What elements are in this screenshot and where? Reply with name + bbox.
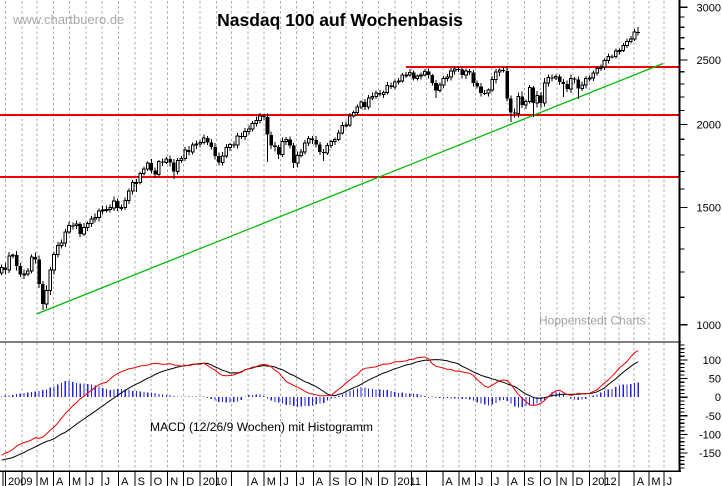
svg-text:2500: 2500 xyxy=(697,55,721,67)
svg-text:N: N xyxy=(365,476,373,486)
svg-text:O: O xyxy=(543,476,552,486)
svg-text:-100: -100 xyxy=(699,429,721,441)
svg-text:MACD (12/26/9 Wochen) mit Hist: MACD (12/26/9 Wochen) mit Histogramm xyxy=(150,420,373,434)
svg-text:M: M xyxy=(267,476,276,486)
svg-text:D: D xyxy=(381,476,389,486)
svg-text:Hoppenstedt Charts: Hoppenstedt Charts xyxy=(539,314,646,328)
svg-text:0: 0 xyxy=(715,392,721,404)
svg-text:3000: 3000 xyxy=(697,2,721,14)
svg-text:A: A xyxy=(637,476,645,486)
svg-text:1500: 1500 xyxy=(697,203,721,215)
svg-text:J: J xyxy=(105,476,111,486)
svg-text:M: M xyxy=(40,476,49,486)
svg-text:M: M xyxy=(461,476,470,486)
svg-text:A: A xyxy=(121,476,129,486)
svg-text:2009: 2009 xyxy=(8,476,32,486)
svg-text:O: O xyxy=(154,476,163,486)
svg-text:A: A xyxy=(56,476,64,486)
svg-text:50: 50 xyxy=(709,374,721,386)
svg-text:J: J xyxy=(89,476,95,486)
svg-text:A: A xyxy=(316,476,324,486)
svg-text:M: M xyxy=(72,476,81,486)
svg-text:A: A xyxy=(511,476,519,486)
svg-text:S: S xyxy=(332,476,339,486)
svg-text:J: J xyxy=(478,476,484,486)
svg-text:-150: -150 xyxy=(699,448,721,460)
svg-text:2012: 2012 xyxy=(592,476,616,486)
svg-text:A: A xyxy=(445,476,453,486)
svg-text:A: A xyxy=(251,476,259,486)
svg-text:1000: 1000 xyxy=(697,320,721,332)
svg-text:J: J xyxy=(667,476,673,486)
svg-text:N: N xyxy=(170,476,178,486)
svg-text:O: O xyxy=(348,476,357,486)
svg-text:S: S xyxy=(527,476,534,486)
svg-text:2000: 2000 xyxy=(697,120,721,132)
svg-text:100: 100 xyxy=(703,355,721,367)
svg-text:N: N xyxy=(560,476,568,486)
svg-text:J: J xyxy=(299,476,305,486)
svg-text:J: J xyxy=(283,476,289,486)
svg-text:D: D xyxy=(186,476,194,486)
svg-text:D: D xyxy=(576,476,584,486)
svg-text:J: J xyxy=(494,476,500,486)
svg-text:M: M xyxy=(651,476,660,486)
svg-text:-50: -50 xyxy=(705,411,721,423)
svg-text:Nasdaq 100 auf Wochenbasis: Nasdaq 100 auf Wochenbasis xyxy=(217,10,463,30)
svg-text:2011: 2011 xyxy=(397,476,421,486)
svg-text:2010: 2010 xyxy=(203,476,227,486)
svg-text:S: S xyxy=(138,476,145,486)
svg-text:www.chartbuero.de: www.chartbuero.de xyxy=(12,12,124,27)
